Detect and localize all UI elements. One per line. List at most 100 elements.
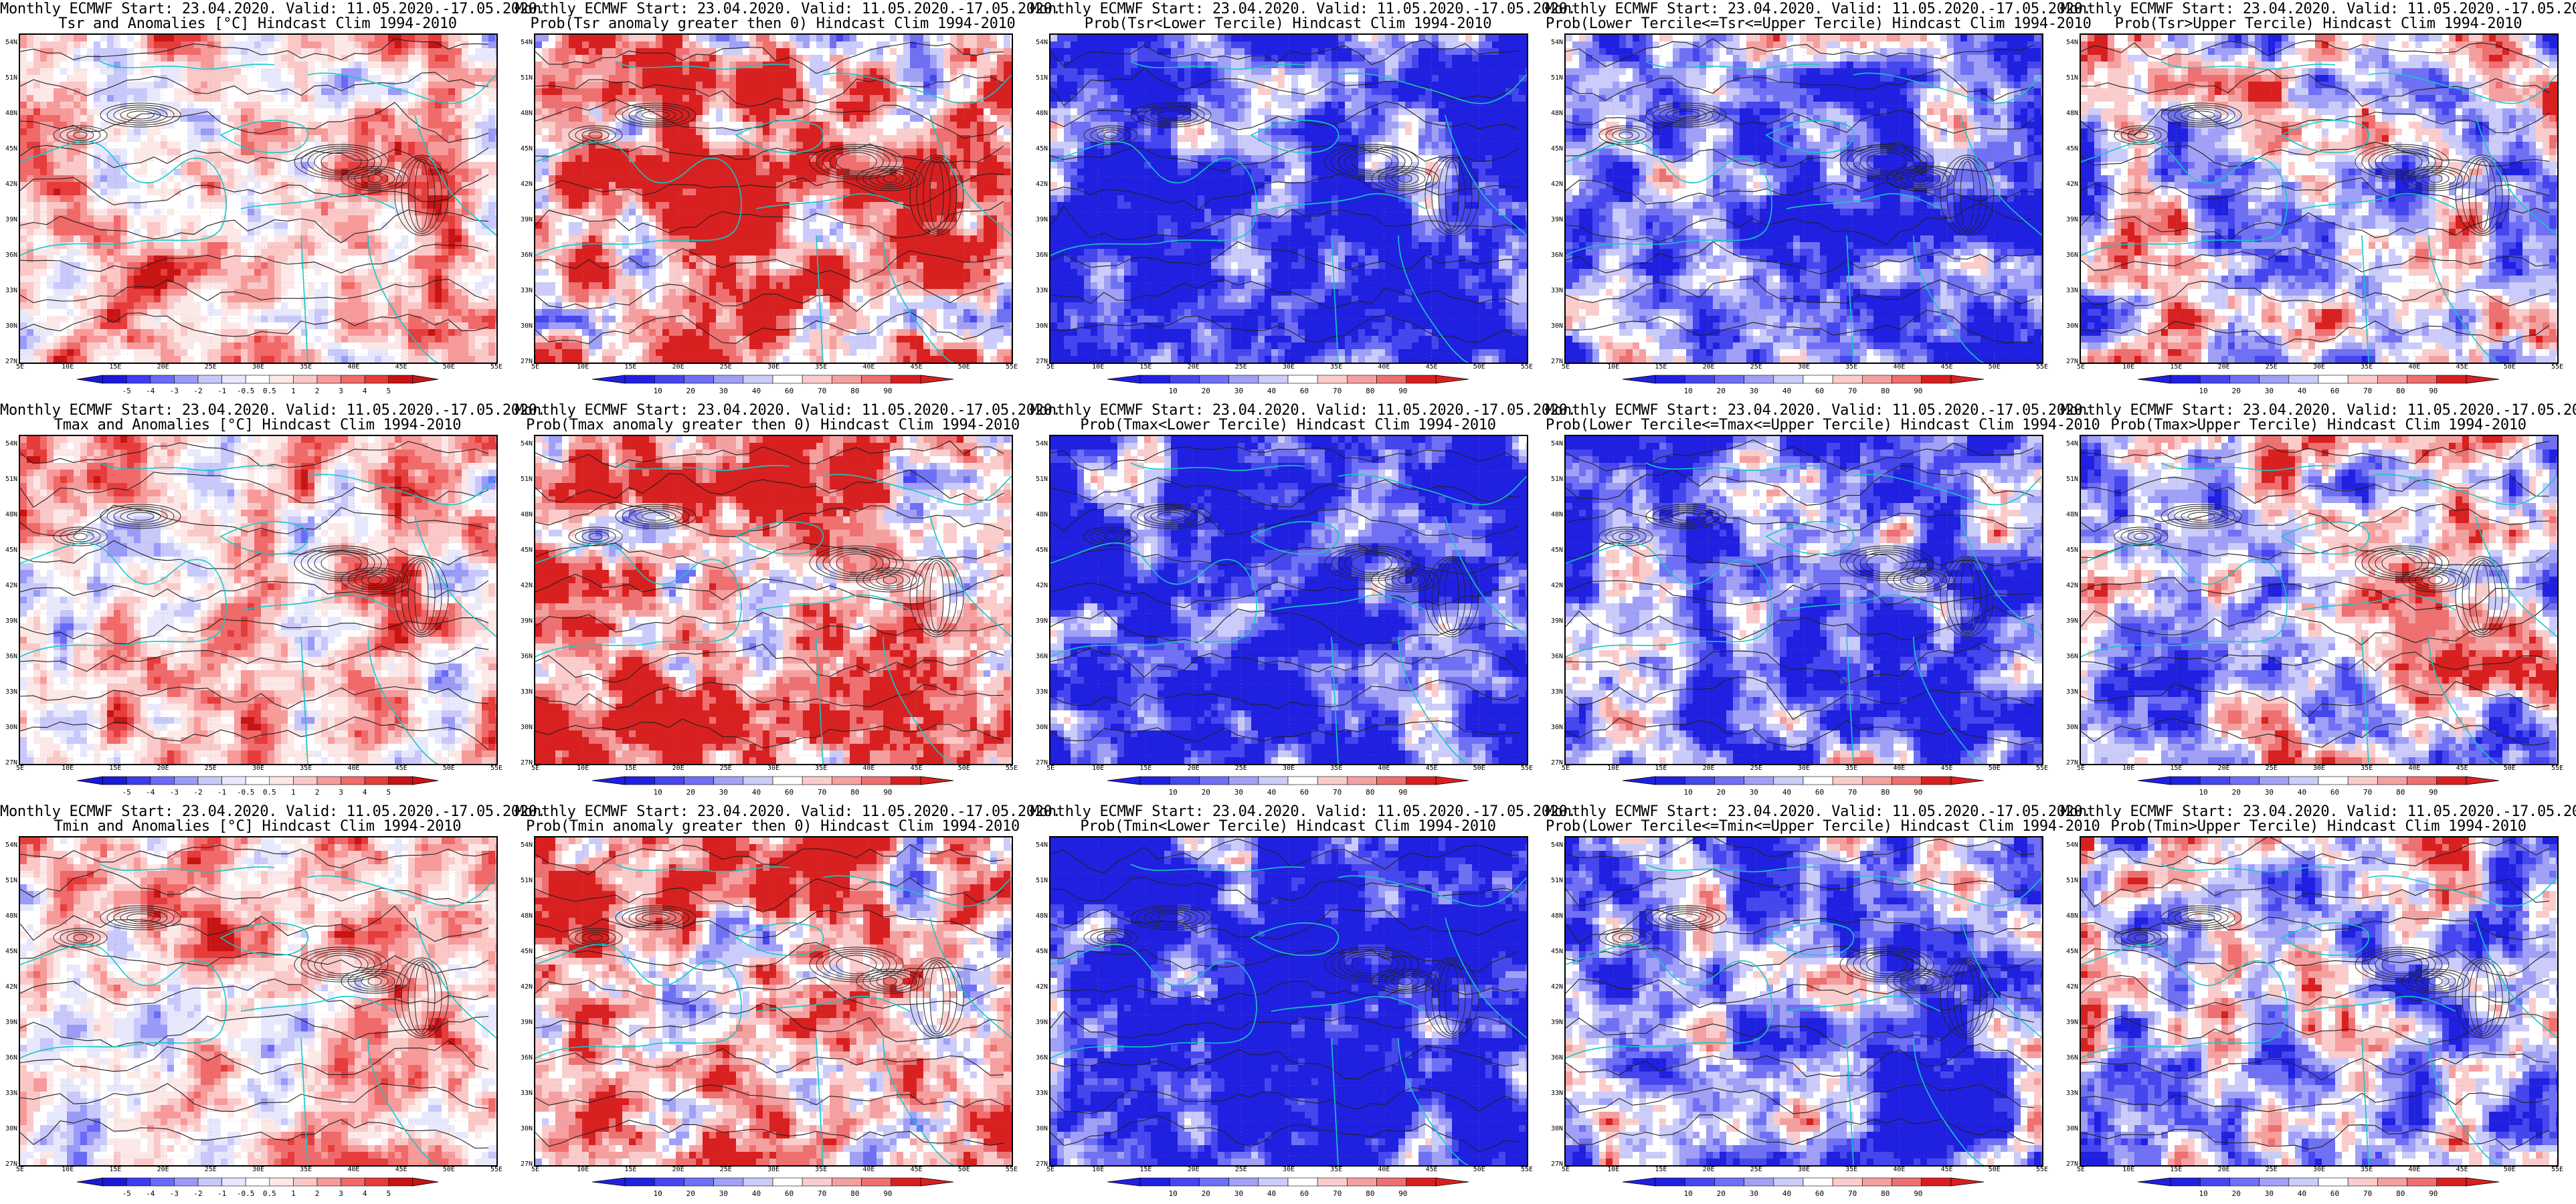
lon-tick-label: 20E: [1703, 765, 1715, 772]
legend-tick-label: 20: [2232, 1189, 2241, 1198]
lat-tick-label: 39N: [515, 216, 533, 223]
lon-tick-label: 40E: [347, 765, 359, 772]
lat-tick-label: 42N: [1030, 983, 1048, 991]
lon-tick-label: 55E: [2551, 363, 2563, 371]
legend-tick-label: 80: [1881, 1189, 1890, 1198]
lat-tick-label: 54N: [1030, 39, 1048, 46]
lat-tick-label: 45N: [1030, 948, 1048, 955]
coastline-borders: [2081, 864, 2557, 1165]
lat-tick-label: 27N: [2061, 358, 2078, 365]
lon-tick-label: 40E: [862, 363, 875, 371]
lat-tick-label: 30N: [2061, 322, 2078, 330]
lon-tick-label: 30E: [1798, 363, 1810, 371]
lat-tick-label: 45N: [1546, 546, 1563, 554]
legend-tick-label: 40: [2298, 788, 2306, 797]
legend-tick-label: 40: [1267, 1189, 1276, 1198]
lat-tick-label: 48N: [1546, 511, 1563, 518]
lon-tick-label: 5E: [16, 1166, 24, 1173]
lon-tick-label: 20E: [1188, 363, 1200, 371]
lon-tick-label: 30E: [252, 1166, 264, 1173]
forecast-map: [1049, 33, 1528, 364]
legend-tick-label: 90: [2429, 788, 2437, 797]
lon-tick-label: 15E: [2170, 1166, 2182, 1173]
coastline-borders: [1566, 61, 2042, 363]
lon-tick-label: 20E: [1188, 765, 1200, 772]
lat-tick-label: 33N: [2061, 287, 2078, 294]
coastline-borders: [2081, 61, 2557, 363]
map-panel: Monthly ECMWF Start: 23.04.2020. Valid: …: [1030, 0, 1576, 401]
lon-tick-label: 40E: [1378, 1166, 1390, 1173]
panel-title-line1: Monthly ECMWF Start: 23.04.2020. Valid: …: [1030, 804, 1576, 820]
map-panel: Monthly ECMWF Start: 23.04.2020. Valid: …: [2061, 401, 2576, 803]
legend-tick-label: 60: [785, 387, 794, 395]
lat-tick-label: 54N: [515, 440, 533, 447]
forecast-map: [534, 33, 1013, 364]
legend-tick-label: -3: [170, 387, 179, 395]
legend-tick-label: -1: [217, 1189, 226, 1198]
lat-tick-label: 42N: [1546, 582, 1563, 589]
lat-tick-label: 54N: [2061, 39, 2078, 46]
lon-tick-label: 15E: [109, 363, 121, 371]
lat-tick-label: 27N: [515, 1161, 533, 1168]
legend-tick-label: -0.5: [237, 387, 255, 395]
lon-tick-label: 40E: [862, 765, 875, 772]
legend-tick-label: 3: [339, 387, 343, 395]
map-panel: Monthly ECMWF Start: 23.04.2020. Valid: …: [0, 803, 546, 1204]
legend-tick-label: -3: [170, 788, 179, 797]
lon-tick-label: 50E: [443, 1166, 455, 1173]
lon-tick-label: 40E: [347, 363, 359, 371]
legend-tick-label: 10: [2199, 1189, 2208, 1198]
lat-tick-label: 54N: [2061, 841, 2078, 849]
lat-tick-label: 51N: [2061, 476, 2078, 483]
lat-tick-label: 48N: [0, 110, 17, 117]
lon-tick-label: 20E: [1188, 1166, 1200, 1173]
lat-tick-label: 51N: [1030, 877, 1048, 884]
map-panel: Monthly ECMWF Start: 23.04.2020. Valid: …: [1030, 401, 1576, 803]
lat-tick-label: 45N: [1030, 145, 1048, 153]
lat-tick-label: 30N: [1030, 322, 1048, 330]
lat-tick-label: 39N: [515, 1019, 533, 1026]
lon-tick-label: 30E: [1283, 1166, 1295, 1173]
lat-tick-label: 54N: [0, 841, 17, 849]
color-scale-legend: 10 20 30 40 60 70 80 90: [591, 1177, 974, 1200]
panel-title-line2: Prob(Tsr anomaly greater then 0) Hindcas…: [515, 16, 1030, 32]
lon-tick-label: 55E: [2551, 765, 2563, 772]
legend-tick-label: 40: [1782, 788, 1791, 797]
lat-tick-label: 45N: [2061, 546, 2078, 554]
lat-tick-label: 48N: [2061, 511, 2078, 518]
lat-tick-label: 51N: [1030, 476, 1048, 483]
legend-tick-label: 90: [1914, 1189, 1922, 1198]
lat-tick-label: 36N: [2061, 653, 2078, 660]
lat-tick-label: 42N: [2061, 582, 2078, 589]
lat-tick-label: 54N: [0, 39, 17, 46]
coastline-borders: [20, 462, 496, 764]
lat-tick-label: 48N: [515, 511, 533, 518]
legend-tick-label: -2: [193, 387, 202, 395]
panel-title-line2: Prob(Lower Tercile<=Tmin<=Upper Tercile)…: [1546, 819, 2100, 835]
legend-tick-label: 10: [1169, 387, 1178, 395]
lon-tick-label: 15E: [2170, 363, 2182, 371]
legend-tick-label: 20: [2232, 387, 2241, 395]
color-scale-legend: 10 20 30 40 60 70 80 90: [2137, 776, 2519, 799]
lat-tick-label: 30N: [1030, 724, 1048, 731]
coastline-borders: [1050, 61, 1527, 363]
lon-tick-label: 30E: [1798, 765, 1810, 772]
lat-tick-label: 27N: [1546, 759, 1563, 767]
legend-tick-label: 30: [2265, 387, 2274, 395]
lon-tick-label: 55E: [490, 363, 502, 371]
legend-tick-label: 30: [1234, 1189, 1243, 1198]
coastline-borders: [1566, 462, 2042, 764]
lon-tick-label: 15E: [1655, 1166, 1667, 1173]
lon-tick-label: 10E: [577, 363, 589, 371]
lon-tick-label: 40E: [862, 1166, 875, 1173]
lat-tick-label: 45N: [1030, 546, 1048, 554]
lat-tick-label: 54N: [2061, 440, 2078, 447]
legend-tick-label: -2: [193, 1189, 202, 1198]
lat-tick-label: 30N: [515, 322, 533, 330]
legend-tick-label: 10: [1684, 387, 1693, 395]
lon-tick-label: 45E: [1426, 765, 1438, 772]
coastline-borders: [535, 864, 1012, 1165]
lat-tick-label: 33N: [0, 1090, 17, 1097]
lat-tick-label: 51N: [2061, 877, 2078, 884]
lon-tick-label: 35E: [1330, 765, 1342, 772]
